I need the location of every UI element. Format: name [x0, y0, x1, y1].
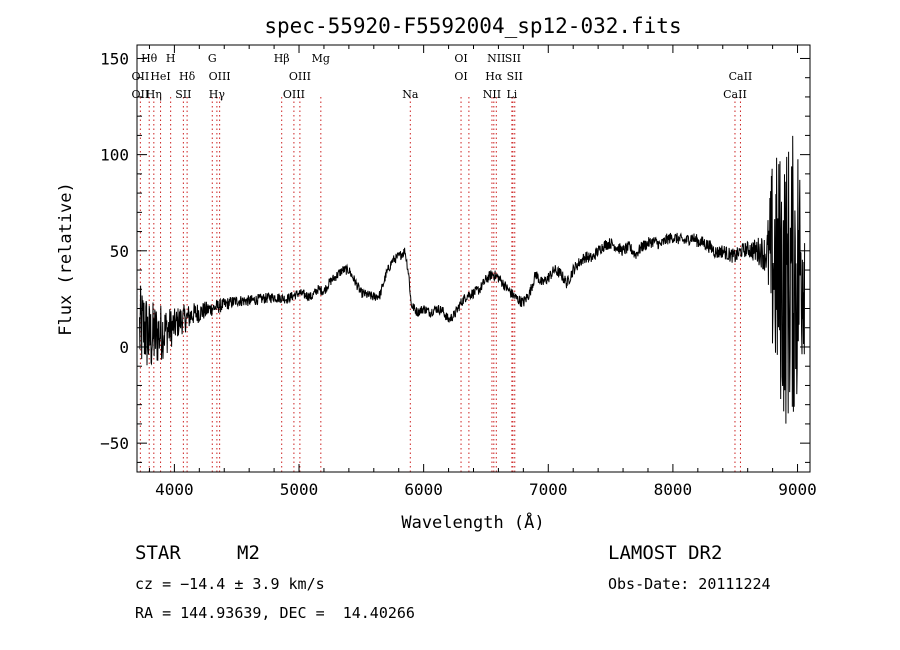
y-tick-label: 150: [100, 49, 129, 68]
line-label: Mg: [312, 52, 330, 65]
emission-line-markers: [139, 97, 741, 472]
y-tick-label: 100: [100, 146, 129, 165]
line-label: Hα: [485, 70, 503, 83]
survey-name: LAMOST DR2: [608, 542, 723, 564]
redshift-value: cz = −14.4 ± 3.9 km/s: [135, 575, 325, 593]
object-class: STAR: [135, 542, 181, 564]
line-label: Hθ: [141, 52, 158, 65]
x-tick-label: 6000: [404, 480, 443, 499]
x-axis-label: Wavelength (Å): [401, 511, 544, 533]
observation-date: Obs-Date: 20111224: [608, 575, 771, 593]
x-tick-label: 5000: [280, 480, 319, 499]
line-label: OII: [132, 70, 150, 83]
line-label: OIII: [289, 70, 311, 83]
line-label: SII: [507, 70, 523, 83]
line-label: H: [166, 52, 176, 65]
x-tick-label: 8000: [654, 480, 693, 499]
coordinates: RA = 144.93639, DEC = 14.40266: [135, 604, 415, 622]
line-label: SII: [505, 52, 521, 65]
object-subclass: M2: [237, 542, 260, 564]
line-label: NII: [487, 52, 505, 65]
line-label: Na: [402, 88, 419, 101]
line-label: OIII: [283, 88, 305, 101]
line-label: G: [208, 52, 217, 65]
y-tick-label: 50: [110, 242, 129, 261]
line-label: OI: [454, 70, 467, 83]
x-axis-ticks: 4000 5000 6000 7000 8000 9000: [148, 45, 817, 499]
line-label: Hη: [146, 88, 162, 101]
line-label: Li: [506, 88, 517, 101]
line-label: CaII: [723, 88, 747, 101]
x-tick-label: 4000: [155, 480, 194, 499]
y-axis-label: Flux (relative): [56, 182, 76, 336]
line-label: HeI: [150, 70, 170, 83]
line-label: CaII: [729, 70, 753, 83]
y-tick-label: 0: [119, 338, 129, 357]
plot-frame: [136, 44, 811, 473]
y-tick-label: −50: [100, 434, 129, 453]
spectrum-line: [139, 135, 806, 424]
line-label: OII: [132, 88, 150, 101]
line-label: OI: [454, 52, 467, 65]
line-label: Hδ: [179, 70, 196, 83]
x-tick-label: 9000: [778, 480, 817, 499]
line-label: OIII: [209, 70, 231, 83]
line-label: NII: [483, 88, 501, 101]
line-label: Hβ: [274, 52, 290, 65]
x-tick-label: 7000: [529, 480, 568, 499]
y-axis-ticks: −50 0 50 100 150: [100, 49, 810, 463]
line-label: SII: [175, 88, 191, 101]
chart-title: spec-55920-F5592004_sp12-032.fits: [264, 14, 681, 38]
line-label: Hγ: [209, 88, 226, 101]
